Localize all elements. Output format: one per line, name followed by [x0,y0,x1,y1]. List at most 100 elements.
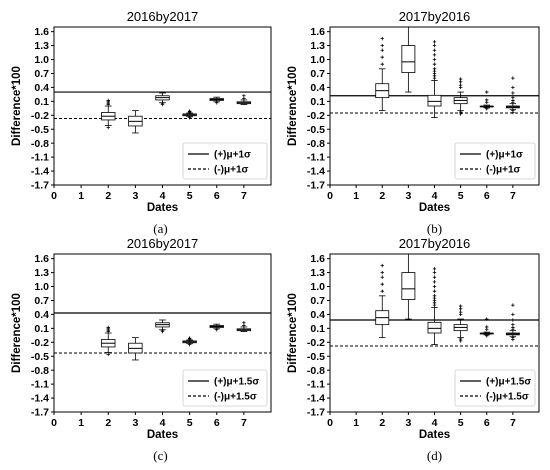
box-iqr [401,45,416,73]
x-tick-label: 3 [132,417,138,429]
x-tick-label: 5 [458,417,464,429]
y-tick-label: 0.4 [34,82,49,94]
x-axis-label: Dates [419,202,450,214]
outlier-marker [432,48,437,52]
y-tick-label: -0.8 [31,138,49,150]
box-6 [479,90,494,111]
outlier-marker [485,90,489,94]
y-tick-label: -1.4 [307,393,325,405]
outlier-marker [432,301,437,305]
chart-panel-c: 2016by2017 -1.7 -1.4 -1.1 -0.8 -0.5 -0.2 0.1 0.4… [11,236,272,463]
y-tick-label: 0.4 [310,309,325,321]
outlier-marker [242,321,246,325]
outlier-marker [215,101,219,105]
outlier-marker [432,267,437,271]
outlier-marker [380,55,384,59]
box-7 [236,94,252,106]
y-tick-label: -1.7 [31,407,49,419]
y-tick-label: 1.6 [310,26,325,38]
outlier-marker [187,336,192,340]
y-tick-label: 1.6 [34,26,49,38]
chart-panel-a: 2016by2017 -1.7 -1.4 -1.1 -0.8 -0.5 -0.2 0.1 0.4… [11,9,272,236]
box-6 [209,96,224,105]
x-tick-label: 0 [51,190,57,202]
y-tick-label: 0.4 [310,82,325,94]
box-3 [128,337,143,361]
x-tick-label: 2 [105,417,111,429]
plot-area [54,312,271,361]
y-tick-label: 1.6 [34,253,49,265]
x-tick-label: 4 [432,417,438,429]
box-4 [155,319,170,334]
panel-caption: (c) [153,448,167,463]
y-tick-label: -0.5 [307,124,325,136]
x-tick-label: 4 [160,417,166,429]
y-tick-label: -0.5 [31,351,49,363]
legend-label: (-)μ+1σ [214,165,249,176]
box-5 [453,77,468,116]
outlier-marker [511,312,515,317]
outlier-marker [160,101,165,105]
outlier-marker [187,109,192,113]
x-tick-label: 7 [510,190,516,202]
y-tick-label: 1.0 [34,54,49,66]
outlier-marker [380,275,384,279]
outlier-marker [187,342,192,347]
outlier-marker [215,328,219,332]
outlier-marker [380,270,384,275]
outlier-marker [432,57,437,62]
x-tick-label: 0 [327,190,333,202]
x-tick-label: 0 [327,417,333,429]
outlier-marker [432,40,437,44]
outlier-marker [485,334,489,338]
x-tick-label: 7 [241,417,247,429]
outlier-marker [432,284,437,289]
outlier-marker [160,328,165,332]
legend-box [182,142,268,180]
box-5 [182,109,197,120]
outlier-marker [432,296,437,300]
x-tick-label: 5 [458,190,464,202]
box-6 [479,317,494,338]
outlier-marker [458,304,463,308]
x-tick-label: 7 [241,190,247,202]
x-tick-label: 6 [214,417,220,429]
y-axis-label: Difference*100 [11,66,23,146]
x-tick-label: 1 [78,417,84,429]
y-tick-label: -0.2 [307,110,325,122]
outlier-marker [458,77,463,81]
outlier-marker [485,325,489,329]
y-tick-label: -1.7 [307,180,325,192]
outlier-marker [187,115,192,120]
chart-title: 2016by2017 [127,9,199,24]
outlier-marker [511,85,515,90]
box-2 [101,325,116,357]
y-tick-label: 0.7 [310,68,325,80]
x-tick-label: 1 [353,417,359,429]
box-5 [182,336,197,347]
legend: (+)μ+1σ (-)μ+1σ [182,142,268,180]
outlier-marker [432,69,437,73]
x-tick-label: 6 [484,417,490,429]
legend: (+)μ+1.5σ (-)μ+1.5σ [182,369,268,407]
box-5 [453,304,468,343]
x-tick-label: 6 [214,190,220,202]
y-tick-label: -1.1 [307,379,325,391]
outlier-marker [511,322,515,327]
x-tick-label: 1 [78,190,84,202]
box-3 [401,27,416,93]
y-tick-label: -1.4 [31,166,49,178]
panel-caption: (b) [427,221,442,236]
outlier-marker [380,289,384,293]
outlier-marker [458,112,463,116]
y-axis-label: Difference*100 [287,66,299,146]
outlier-marker [380,43,384,48]
outlier-marker [485,98,489,102]
x-tick-label: 3 [405,417,411,429]
y-tick-label: 1.0 [310,281,325,293]
box-2 [101,98,116,130]
legend-label: (+)μ+1σ [486,150,523,161]
outlier-marker [485,107,489,111]
outlier-marker [380,48,384,52]
